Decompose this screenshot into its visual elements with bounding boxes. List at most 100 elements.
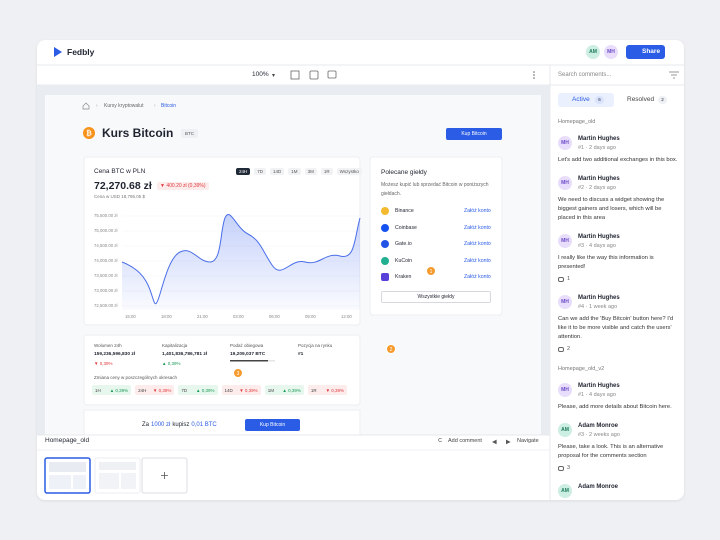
exchange-action[interactable]: Załóż konto [464, 241, 491, 247]
comment[interactable]: MH Martin Hughes #1 · 4 days ago Please, ad… [551, 382, 684, 412]
period: 7D [181, 387, 188, 393]
x-label: 15:00 [125, 314, 136, 319]
comment[interactable]: MH Martin Hughes #3 · 4 days ago I really l… [551, 233, 684, 284]
exchange-icon [381, 256, 389, 265]
author: Martin Hughes [578, 176, 620, 182]
exchange-name: Kraken [395, 274, 412, 280]
period: 14D [224, 387, 233, 393]
comment[interactable]: MH Martin Hughes #4 · 1 week ago Can we add… [551, 294, 684, 354]
all-exchanges[interactable]: Wszystkie giełdy [381, 291, 491, 303]
replies[interactable]: 3 [558, 464, 678, 473]
exchange-icon [381, 223, 389, 232]
stat-change: ▼ 0,39% [94, 361, 113, 366]
period-tab[interactable]: 24H [236, 168, 251, 175]
meta: #3 · 2 weeks ago [578, 432, 620, 438]
tab-count: 6 [595, 96, 604, 104]
buy-button[interactable]: Kup Bitcoin [446, 128, 502, 140]
share-button[interactable]: Share [626, 45, 665, 59]
tab[interactable]: Active [572, 96, 590, 103]
reply-icon [558, 277, 564, 282]
period-change: 1R ▼ 0,39% [307, 385, 348, 395]
x-label: 18:00 [161, 314, 172, 319]
exchange-icon [381, 207, 389, 215]
summary-part: 0,01 BTC [191, 422, 217, 428]
exchange-action[interactable]: Załóż konto [464, 274, 491, 280]
page-name: Homepage_old [45, 437, 90, 444]
avatar: MH [558, 295, 572, 309]
exchange-action[interactable]: Załóż konto [464, 208, 491, 214]
period-tab[interactable]: 1M [288, 168, 301, 175]
comment-list: Homepage_old MH Martin Hughes #1 · 2 days a… [551, 117, 684, 500]
exchanges-desc: Możesz kupić lub sprzedać Bitcoin w poni… [381, 182, 489, 197]
x-label: 06:00 [269, 314, 280, 319]
comment[interactable]: MH Martin Hughes #1 · 2 days ago Let's add … [551, 135, 684, 165]
period-tab[interactable]: 14D [270, 168, 285, 175]
navigate[interactable]: Navigate [517, 438, 539, 444]
reply-count: 1 [567, 276, 571, 282]
exchanges-title: Polecane giełdy [381, 169, 427, 176]
author: Martin Hughes [578, 383, 620, 389]
comment-pin[interactable]: 2 [386, 344, 396, 354]
comment-text: We need to discuss a widget showing the … [558, 197, 665, 221]
breadcrumb: Bitcoin [161, 103, 177, 109]
search[interactable]: Search comments... [558, 72, 612, 78]
comment-pin[interactable]: 3 [233, 368, 243, 378]
period-change: 7D ▲ 0,39% [178, 385, 218, 395]
period-tab[interactable]: 7D [254, 168, 267, 175]
exchange-name: Coinbase [395, 224, 417, 231]
replies[interactable]: 1 [558, 275, 678, 284]
buy-button[interactable]: Kup Bitcoin [245, 419, 300, 431]
usd-price: Cena w USD 18,795.05 $ [94, 194, 146, 199]
reply-icon [558, 347, 564, 352]
comment[interactable]: AM Adam Monroe [551, 483, 684, 498]
exchange-icon [381, 240, 389, 248]
shortcut-key: C [438, 438, 442, 444]
tab[interactable]: Resolved [627, 96, 655, 103]
author: Adam Monroe [578, 484, 619, 490]
avatar: MH [558, 234, 572, 248]
group-name: Homepage_old [558, 119, 596, 125]
breadcrumb[interactable]: Kursy kryptowalut [104, 103, 144, 109]
zoom[interactable]: 100% [252, 71, 269, 78]
period-tab[interactable]: 1R [320, 168, 333, 175]
comment-text: Can we add the 'Buy Bitcoin' button here… [558, 316, 674, 340]
exchange-action[interactable]: Załóż konto [464, 257, 491, 264]
exchange-action[interactable]: Załóż konto [464, 224, 491, 231]
comment-pin[interactable]: 1 [426, 266, 436, 276]
comment[interactable]: AM Adam Monroe #3 · 2 weeks ago Please, tak… [551, 422, 684, 473]
exchange-name: Binance [395, 208, 414, 214]
summary-part: 1000 zł [151, 422, 171, 428]
comment-text: Please, take a look. This is an alternat… [558, 444, 664, 459]
svg-text:›: › [154, 103, 156, 109]
summary-part: kupisz [172, 422, 190, 428]
period-change: 1M ▲ 0,39% [264, 385, 304, 395]
stat-value: 159,236,596,830 zł [94, 352, 136, 357]
exchange-icon [381, 273, 389, 281]
stat-label: Wolumen 24h [94, 343, 122, 348]
stat-value: 19,209,037 BTC [230, 352, 266, 357]
add-comment[interactable]: Add comment [448, 438, 482, 444]
svg-text:›: › [96, 103, 98, 109]
author: Martin Hughes [578, 136, 620, 142]
period-tab[interactable]: 3M [304, 168, 317, 175]
reply-count: 2 [567, 346, 571, 352]
svg-text:₿: ₿ [86, 130, 92, 138]
exchange-name: Gate.io [395, 241, 412, 247]
periods-title: Zmiana ceny w poszczególnych okresach [94, 375, 178, 380]
exchange-name: KuCoin [395, 257, 413, 264]
y-label: 75,500.00 zł [94, 213, 118, 218]
comment[interactable]: MH Martin Hughes #2 · 2 days ago We need to… [551, 175, 684, 223]
stat-label: Kapitalizacja [162, 343, 188, 348]
period-tab[interactable]: Wszystko [336, 168, 362, 175]
change: ▼ 0,39% [239, 387, 258, 393]
x-label: 21:00 [197, 314, 208, 319]
x-label: 09:00 [305, 314, 316, 319]
comment-text: Let's add two additional exchanges in th… [558, 157, 678, 163]
period: 1R [310, 387, 317, 393]
avatar: MH [558, 383, 572, 397]
reply-icon [558, 466, 564, 471]
x-label: 03:00 [233, 314, 244, 319]
stat-value: #1 [298, 352, 304, 357]
replies[interactable]: 2 [558, 345, 678, 354]
